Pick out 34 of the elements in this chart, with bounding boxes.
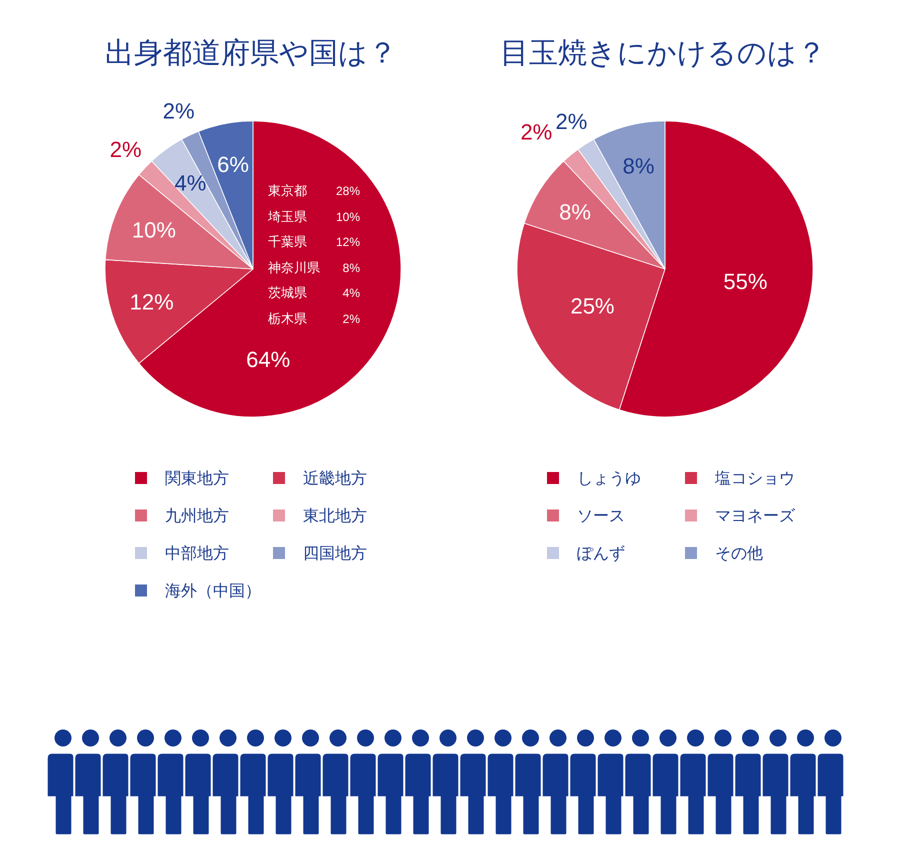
text: 千葉県 12% [268, 235, 360, 250]
text: 栃木県 2% [268, 312, 360, 327]
data-label: 25% [570, 293, 614, 318]
legend-label: 九州地方 [165, 506, 229, 525]
data-label: 10% [132, 217, 176, 242]
data-label: 2% [556, 109, 588, 134]
text: 神奈川県 8% [268, 260, 360, 276]
data-label: 8% [559, 199, 591, 224]
data-label: 2% [110, 136, 142, 162]
legend-label: マヨネーズ [715, 506, 796, 525]
legend-label: しょうゆ [577, 468, 641, 488]
legend-label: ソース [577, 506, 625, 525]
data-label: 55% [723, 269, 768, 294]
text: 埼玉県 10% [268, 210, 360, 225]
data-label: 6% [217, 152, 249, 177]
data-label: 12% [130, 289, 174, 314]
legend-label: 近畿地方 [303, 468, 367, 488]
data-label: 64% [246, 347, 290, 372]
data-label: 4% [174, 170, 206, 196]
data-label: 2% [162, 98, 195, 124]
legend-label: 塩コショウ [714, 468, 795, 488]
chart-title: 出身都道府県や国は？ [105, 36, 397, 70]
legend-label: その他 [715, 544, 763, 562]
data-label: 2% [520, 119, 552, 144]
legend-label: 中部地方 [165, 544, 229, 562]
data-label: 8% [622, 153, 654, 178]
legend-label: 関東地方 [165, 468, 229, 488]
legend-label: 東北地方 [303, 506, 367, 525]
legend-label: 海外（中国） [165, 581, 261, 600]
text: 東京都 28% [268, 184, 360, 199]
legend-label: 四国地方 [303, 544, 367, 562]
legend-label: ぽんず [577, 544, 625, 562]
text: 茨城県 4% [268, 286, 360, 302]
chart-title: 目玉焼きにかけるのは？ [500, 36, 826, 70]
